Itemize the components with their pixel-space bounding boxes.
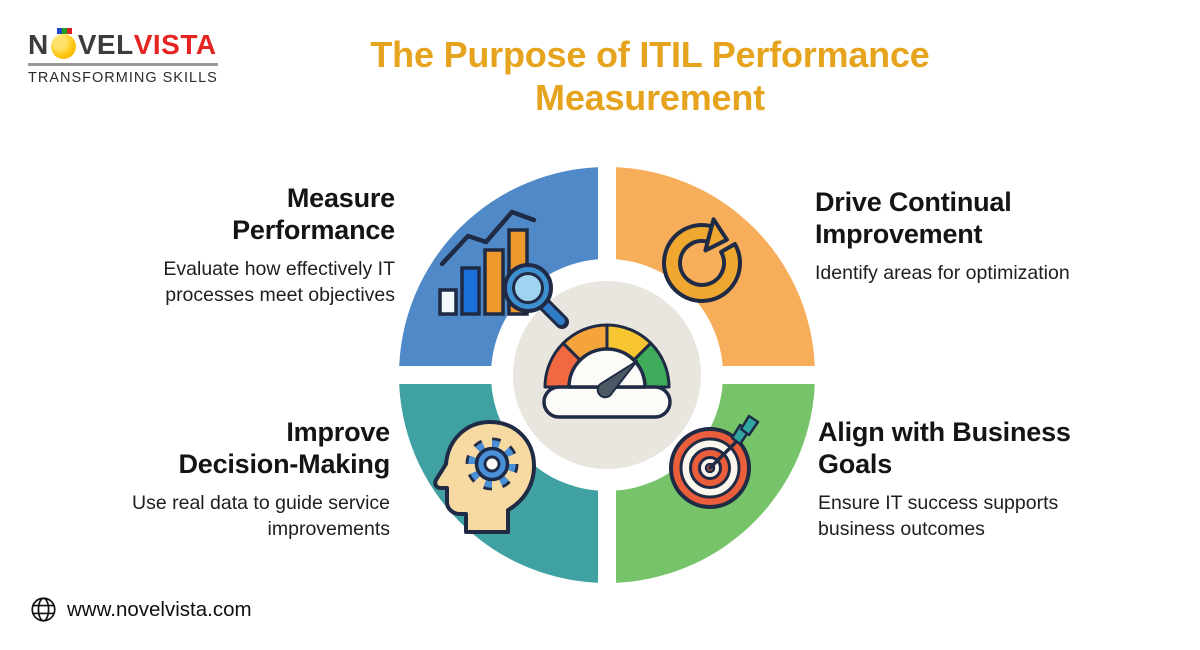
logo-letters-vista: VISTA	[133, 29, 217, 60]
section-body: Use real data to guide service improveme…	[132, 492, 390, 540]
bar-2	[460, 266, 481, 316]
gauge-needle	[596, 360, 638, 399]
lightbulb-icon	[50, 28, 77, 59]
logo-letter-n: N	[28, 29, 49, 60]
section-heading: Measure Performance	[232, 183, 395, 245]
page-title: The Purpose of ITIL Performance Measurem…	[370, 34, 930, 119]
head-gear-icon	[433, 420, 536, 534]
performance-wheel-diagram	[392, 160, 822, 590]
magnifier-glass	[503, 263, 569, 329]
refresh-arrow-icon	[662, 217, 742, 303]
logo-wordmark: N VEL VISTA	[28, 28, 218, 59]
trend-line	[439, 209, 537, 267]
section-body: Evaluate how effectively IT processes me…	[163, 258, 395, 306]
lightbulb-cap	[56, 28, 72, 34]
gauge-speedometer-icon	[542, 323, 672, 419]
section-heading: Improve Decision-Making	[178, 417, 390, 479]
section-improve-decision-making: Improve Decision-Making Use real data to…	[18, 417, 390, 543]
footer: www.novelvista.com	[30, 596, 252, 623]
section-body: Ensure IT success supports business outc…	[818, 492, 1059, 540]
target-dart-icon	[669, 414, 760, 509]
logo-tagline: TRANSFORMING SKILLS	[28, 70, 218, 86]
section-drive-continual-improvement: Drive Continual Improvement Identify are…	[815, 187, 1187, 287]
novelvista-logo: N VEL VISTA TRANSFORMING SKILLS	[28, 28, 218, 86]
dart-fletching-2	[739, 414, 760, 437]
bar-chart-magnifier-icon	[438, 209, 569, 329]
arrow-head	[703, 217, 729, 253]
gauge-dome	[567, 347, 647, 389]
section-heading: Drive Continual Improvement	[815, 187, 1012, 249]
section-align-with-business-goals: Align with Business Goals Ensure IT succ…	[818, 417, 1190, 543]
bar-1	[438, 288, 458, 316]
lightbulb-ball	[50, 34, 76, 59]
gear	[465, 437, 519, 491]
logo-divider	[28, 63, 218, 66]
website-url: www.novelvista.com	[67, 597, 252, 621]
globe-icon	[31, 597, 56, 622]
bar-3	[483, 248, 505, 316]
section-body: Identify areas for optimization	[815, 262, 1070, 285]
section-measure-performance: Measure Performance Evaluate how effecti…	[23, 183, 395, 309]
logo-letters-vel: VEL	[77, 29, 134, 60]
section-heading: Align with Business Goals	[818, 417, 1071, 479]
